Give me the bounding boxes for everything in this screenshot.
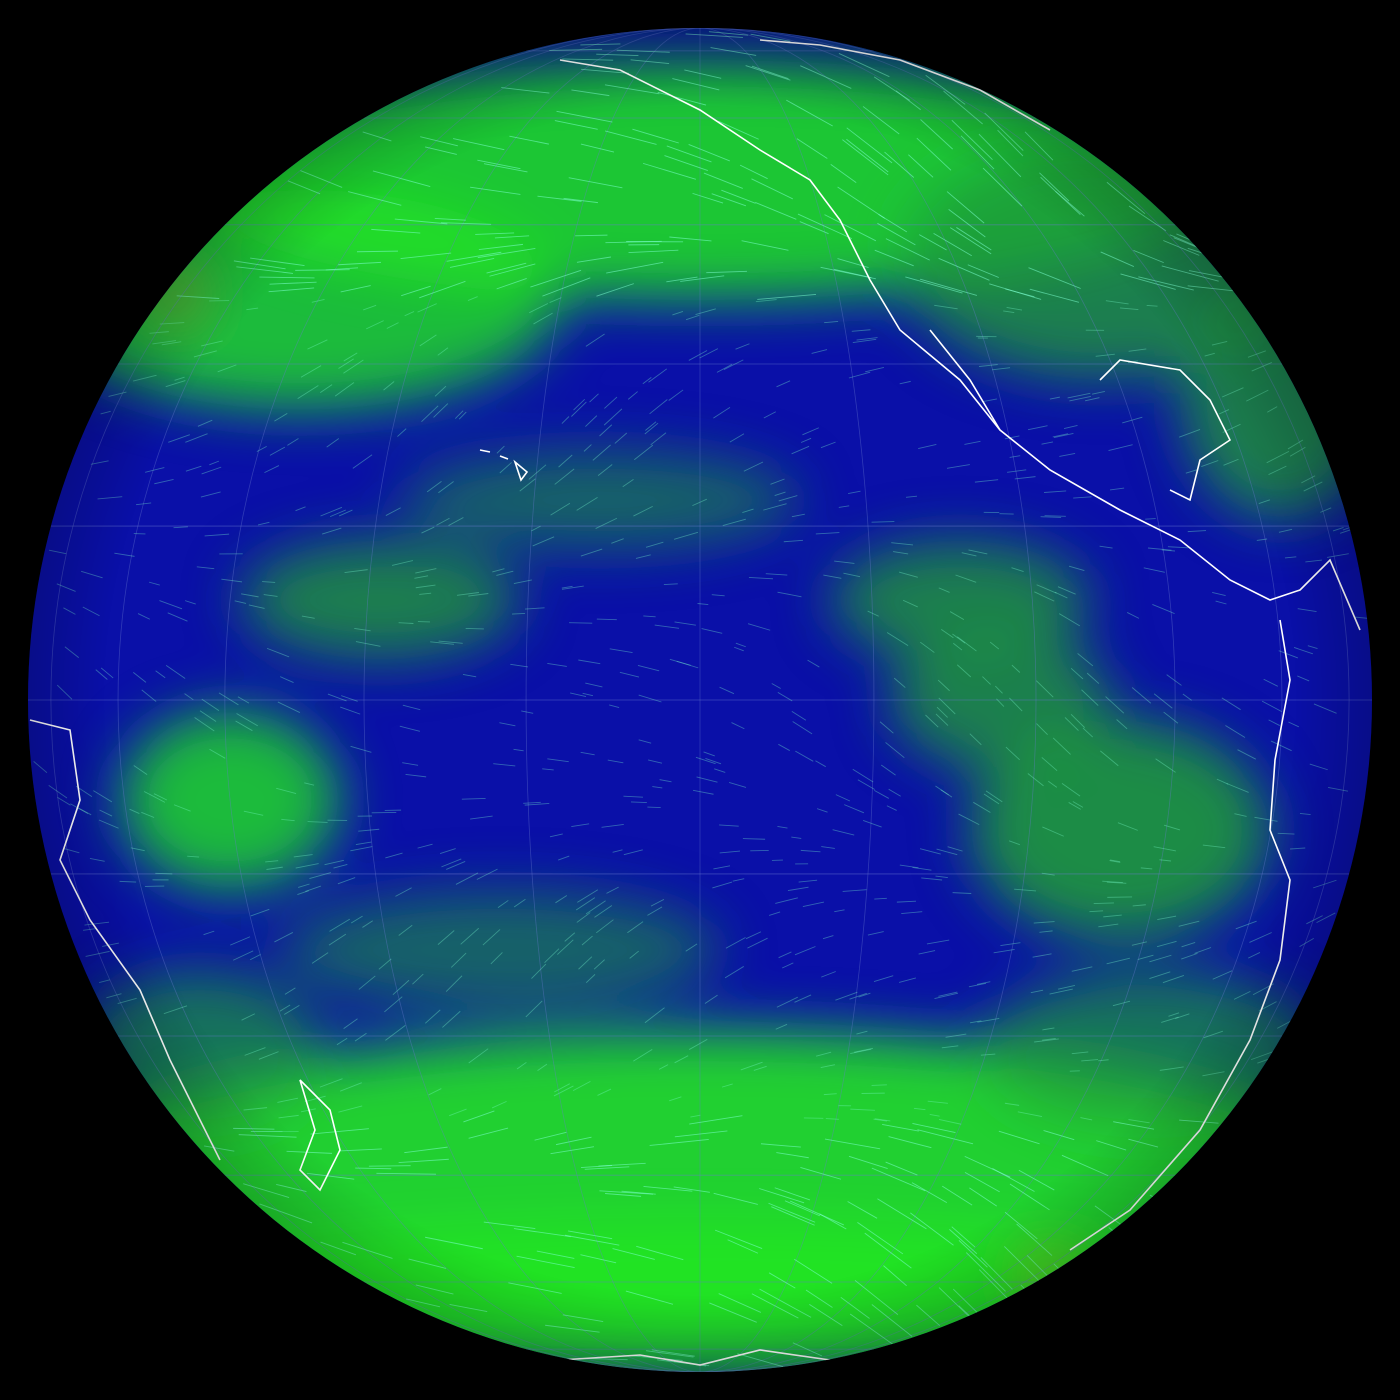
streamline [1149, 1194, 1178, 1211]
streamline [1108, 1227, 1142, 1255]
streamline [1020, 1284, 1048, 1312]
